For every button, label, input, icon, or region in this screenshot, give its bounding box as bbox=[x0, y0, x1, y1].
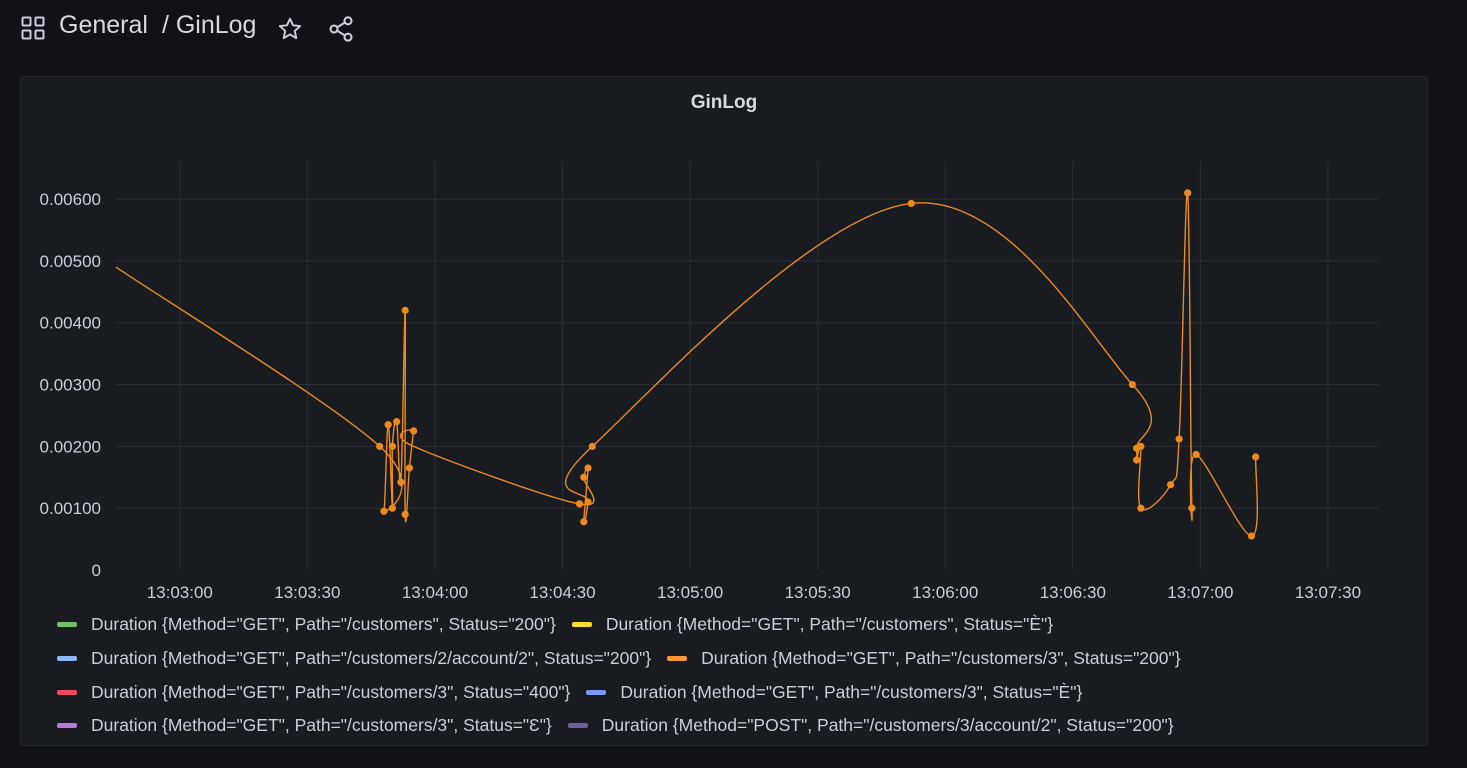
share-icon[interactable] bbox=[327, 15, 355, 43]
data-point[interactable] bbox=[1128, 380, 1136, 389]
data-point[interactable] bbox=[1247, 532, 1256, 540]
legend-item[interactable]: Duration {Method="GET", Path="/customers… bbox=[571, 614, 1054, 635]
legend-color-swatch bbox=[57, 689, 77, 695]
dashboard-header: General / GinLog bbox=[0, 0, 1467, 58]
y-tick-label: 0.00200 bbox=[40, 437, 101, 456]
legend-label: Duration {Method="GET", Path="/customers… bbox=[620, 681, 1083, 702]
data-point[interactable] bbox=[401, 510, 409, 518]
y-tick-label: 0.00400 bbox=[40, 314, 101, 333]
legend-color-swatch bbox=[567, 723, 588, 729]
legend-label: Duration {Method="GET", Path="/customers… bbox=[605, 614, 1054, 635]
data-point[interactable] bbox=[1175, 435, 1183, 443]
data-point[interactable] bbox=[1167, 481, 1175, 489]
legend-color-swatch bbox=[57, 656, 77, 662]
x-tick-label: 13:05:30 bbox=[785, 583, 851, 602]
data-point[interactable] bbox=[376, 442, 384, 450]
time-series-chart[interactable]: 0 0.00100 0.00200 0.00300 0.00400 0.00500 0.00… bbox=[21, 77, 1427, 607]
data-point[interactable] bbox=[1184, 189, 1192, 197]
data-point[interactable] bbox=[580, 518, 588, 526]
data-point[interactable] bbox=[584, 498, 592, 506]
apps-grid-icon[interactable] bbox=[21, 16, 45, 40]
x-tick-label: 13:03:00 bbox=[147, 583, 213, 602]
legend-row: Duration {Method="GET", Path="/customers… bbox=[57, 709, 1417, 743]
y-tick-label: 0 bbox=[92, 561, 101, 580]
legend-color-swatch bbox=[57, 723, 77, 729]
data-point[interactable] bbox=[380, 507, 388, 515]
legend-color-swatch bbox=[667, 656, 688, 662]
data-point[interactable] bbox=[405, 464, 414, 472]
x-tick-label: 13:04:00 bbox=[402, 583, 468, 602]
x-tick-label: 13:05:00 bbox=[657, 583, 723, 602]
data-point[interactable] bbox=[1252, 453, 1260, 461]
x-tick-label: 13:06:00 bbox=[912, 583, 978, 602]
y-tick-label: 0.00500 bbox=[40, 252, 101, 271]
data-point[interactable] bbox=[410, 427, 418, 435]
legend-item[interactable]: Duration {Method="GET", Path="/customers… bbox=[57, 682, 570, 703]
breadcrumb-folder[interactable]: General bbox=[59, 11, 148, 39]
legend-item[interactable]: Duration {Method="GET", Path="/customers… bbox=[57, 648, 651, 669]
dashboard-title: / GinLog bbox=[161, 11, 257, 39]
data-point[interactable] bbox=[1192, 450, 1200, 458]
data-point[interactable] bbox=[401, 306, 409, 314]
legend-label: Duration {Method="GET", Path="/customers… bbox=[91, 648, 652, 669]
y-tick-label: 0.00600 bbox=[40, 190, 101, 209]
breadcrumb: General / GinLog bbox=[59, 11, 256, 40]
legend-label: Duration {Method="GET", Path="/customers… bbox=[91, 715, 552, 736]
data-point[interactable] bbox=[1137, 504, 1145, 512]
legend-item[interactable]: Duration {Method="GET", Path="/customers… bbox=[57, 715, 552, 736]
legend-item[interactable]: Duration {Method="GET", Path="/customers… bbox=[57, 614, 556, 635]
legend-item[interactable]: Duration {Method="GET", Path="/customers… bbox=[667, 648, 1181, 669]
legend-row: Duration {Method="GET", Path="/customers… bbox=[57, 675, 1417, 709]
data-point[interactable] bbox=[384, 421, 392, 429]
legend-label: Duration {Method="GET", Path="/customers… bbox=[91, 614, 556, 635]
legend-item[interactable]: Duration {Method="GET", Path="/customers… bbox=[586, 682, 1082, 703]
x-tick-label: 13:07:00 bbox=[1167, 583, 1233, 602]
legend-label: Duration {Method="GET", Path="/customers… bbox=[91, 681, 571, 702]
legend-row: Duration {Method="GET", Path="/customers… bbox=[57, 608, 1417, 642]
legend-color-swatch bbox=[571, 622, 592, 628]
x-tick-label: 13:04:30 bbox=[529, 583, 595, 602]
data-point[interactable] bbox=[397, 478, 405, 486]
data-point[interactable] bbox=[1133, 456, 1141, 464]
data-point[interactable] bbox=[393, 418, 401, 426]
data-point[interactable] bbox=[575, 500, 584, 508]
legend: Duration {Method="GET", Path="/customers… bbox=[57, 608, 1417, 743]
legend-color-swatch bbox=[57, 622, 77, 628]
legend-item[interactable]: Duration {Method="POST", Path="/customer… bbox=[567, 715, 1174, 736]
y-tick-label: 0.00300 bbox=[40, 376, 101, 395]
data-point[interactable] bbox=[907, 199, 915, 208]
panel-title[interactable]: GinLog bbox=[690, 92, 758, 113]
data-point[interactable] bbox=[388, 504, 397, 512]
legend-label: Duration {Method="POST", Path="/customer… bbox=[601, 715, 1174, 736]
legend-label: Duration {Method="GET", Path="/customers… bbox=[701, 648, 1181, 669]
star-icon[interactable] bbox=[277, 16, 303, 42]
legend-row: Duration {Method="GET", Path="/customers… bbox=[57, 642, 1417, 676]
x-tick-label: 13:07:30 bbox=[1295, 583, 1361, 602]
graph-panel: GinLog 0 0.00100 0.00200 0.00300 0.00400 0.00… bbox=[20, 76, 1428, 746]
series-line[interactable] bbox=[115, 192, 1259, 537]
y-tick-label: 0.00100 bbox=[40, 499, 101, 518]
data-point[interactable] bbox=[1188, 504, 1196, 512]
legend-color-swatch bbox=[586, 689, 607, 695]
x-tick-label: 13:03:30 bbox=[274, 583, 340, 602]
data-point[interactable] bbox=[1137, 442, 1145, 450]
data-point[interactable] bbox=[584, 464, 592, 472]
x-tick-label: 13:06:30 bbox=[1040, 583, 1106, 602]
data-point[interactable] bbox=[588, 442, 596, 450]
data-point[interactable] bbox=[388, 442, 397, 450]
data-point[interactable] bbox=[580, 473, 588, 481]
